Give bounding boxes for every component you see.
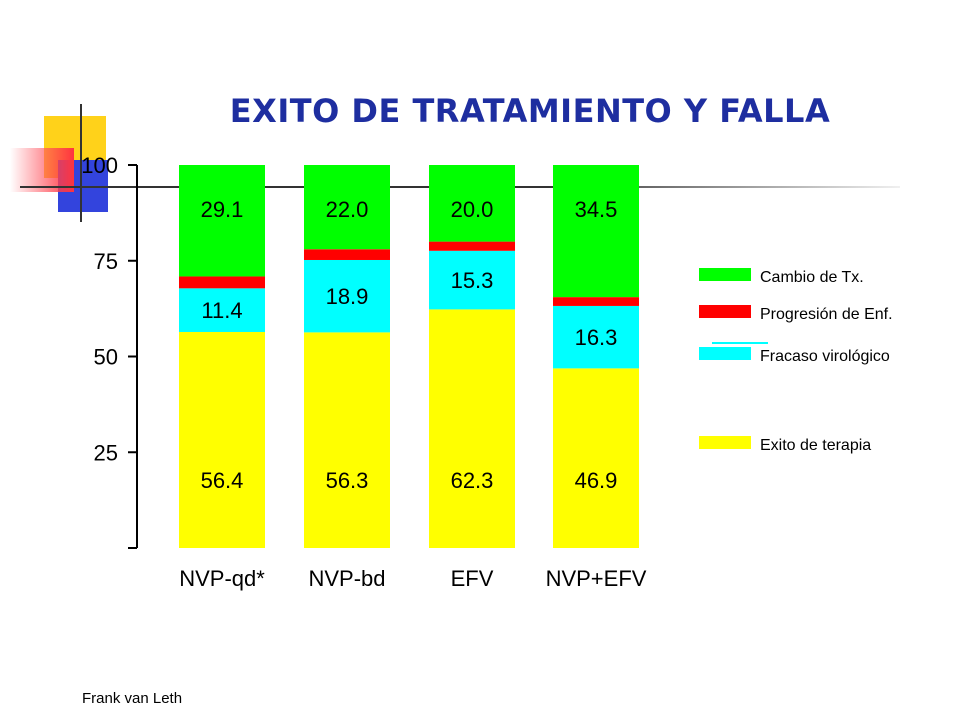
bar-segment (304, 249, 390, 260)
x-category-label: EFV (451, 566, 494, 591)
y-tick-label: 25 (94, 440, 118, 465)
bar-segment (304, 332, 390, 548)
bar-segment (429, 309, 515, 548)
y-axis: 25 50 75 100 (81, 153, 138, 549)
legend-label: Exito de terapia (760, 437, 871, 454)
legend-swatch (699, 436, 751, 449)
data-label: 62.3 (451, 468, 494, 493)
data-label: 56.3 (326, 468, 369, 493)
bar-segment (553, 368, 639, 548)
bar-segment (429, 165, 515, 242)
bar-segment (553, 165, 639, 298)
data-label: 16.3 (575, 325, 618, 350)
bars (179, 165, 639, 548)
legend-label: Fracaso virológico (760, 348, 890, 365)
bar-segment (304, 165, 390, 250)
data-label: 11.4 (201, 298, 242, 323)
legend-swatch (699, 305, 751, 318)
bar-segment (553, 305, 639, 369)
legend-swatch-accent (712, 342, 768, 344)
legend-label: Progresión de Enf. (760, 306, 893, 323)
title-decoration-vertical-line (80, 104, 82, 222)
x-category-label: NVP-qd* (179, 566, 265, 591)
x-category-label: NVP+EFV (546, 566, 647, 591)
data-label: 18.9 (326, 284, 369, 309)
data-label: 56.4 (201, 468, 244, 493)
bar-segment (179, 331, 265, 548)
bar-segment (429, 250, 515, 310)
x-category-label: NVP-bd (308, 566, 385, 591)
bar-segment (429, 241, 515, 251)
data-label: 34.5 (575, 197, 618, 222)
data-label: 46.9 (575, 468, 618, 493)
title-decoration-red-square (10, 148, 74, 192)
bar-segment (179, 165, 265, 277)
author-footer: Frank van Leth (82, 690, 183, 707)
bar-segment (304, 259, 390, 333)
value-labels: 56.4 11.4 29.1 56.3 18.9 22.0 62.3 15.3 20.0 46.9… (201, 197, 618, 493)
category-labels: NVP-qd* NVP-bd EFV NVP+EFV (179, 566, 647, 591)
y-tick-label: 50 (94, 345, 118, 370)
bar-segment (179, 288, 265, 332)
data-label: 15.3 (451, 268, 494, 293)
legend-swatch (699, 347, 751, 360)
y-tick-label: 75 (94, 249, 118, 274)
legend: Cambio de Tx. Progresión de Enf. Fracaso v… (699, 268, 893, 454)
data-label: 20.0 (451, 197, 494, 222)
data-label: 29.1 (201, 197, 244, 222)
legend-label: Cambio de Tx. (760, 269, 864, 286)
legend-swatch (699, 268, 751, 281)
data-label: 22.0 (326, 197, 369, 222)
bar-segment (553, 297, 639, 306)
bar-segment (179, 276, 265, 289)
slide-title: EXITO DE TRATAMIENTO Y FALLA (229, 92, 831, 130)
y-tick-label: 100 (81, 153, 118, 178)
